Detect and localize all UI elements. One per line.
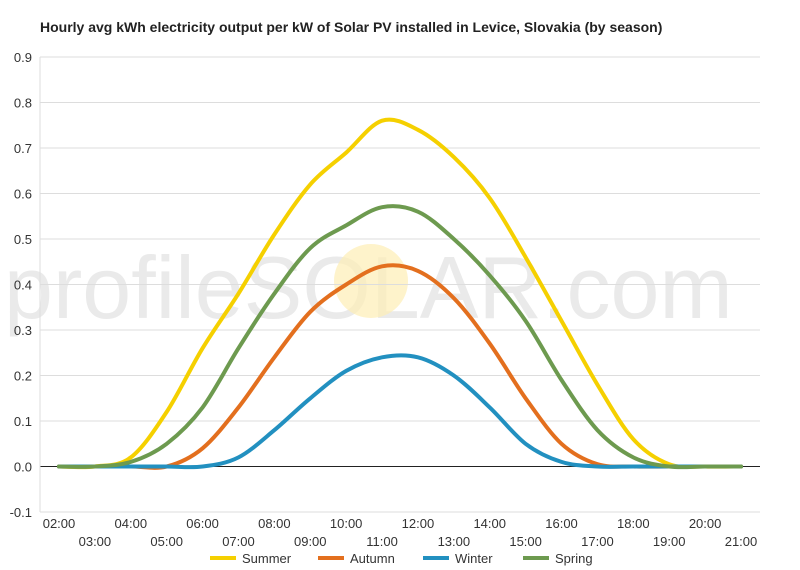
y-tick-label: 0.8 — [14, 96, 32, 111]
x-tick-label: 12:00 — [402, 516, 435, 531]
x-tick-label: 20:00 — [689, 516, 722, 531]
x-tick-label: 19:00 — [653, 534, 686, 549]
legend: Summer Autumn Winter Spring — [210, 551, 593, 566]
x-tick-label: 11:00 — [366, 534, 398, 549]
x-axis-ticks: 02:00 04:00 06:00 08:00 10:00 12:00 14:00 16:00… — [43, 516, 758, 549]
x-tick-label: 10:00 — [330, 516, 363, 531]
grid — [39, 56, 760, 513]
series-line-winter — [57, 353, 743, 470]
y-tick-label: 0.0 — [14, 460, 32, 475]
y-tick-label: 0.6 — [14, 187, 32, 202]
legend-label-autumn: Autumn — [350, 551, 395, 566]
x-tick-label: 02:00 — [43, 516, 76, 531]
y-tick-label: 0.3 — [14, 323, 32, 338]
y-tick-label: 0.2 — [14, 369, 32, 384]
y-tick-label: -0.1 — [10, 505, 32, 520]
x-tick-label: 07:00 — [222, 534, 255, 549]
x-tick-label: 14:00 — [473, 516, 506, 531]
y-tick-label: 0.4 — [14, 278, 32, 293]
series-line-summer — [57, 117, 743, 470]
x-tick-label: 09:00 — [294, 534, 327, 549]
x-tick-label: 17:00 — [581, 534, 614, 549]
legend-label-winter: Winter — [455, 551, 493, 566]
x-tick-label: 05:00 — [150, 534, 183, 549]
y-tick-label: 0.5 — [14, 232, 32, 247]
x-tick-label: 13:00 — [438, 534, 471, 549]
watermark-sun-icon — [334, 244, 408, 318]
chart-title: Hourly avg kWh electricity output per kW… — [40, 19, 663, 35]
legend-label-summer: Summer — [242, 551, 292, 566]
x-tick-label: 21:00 — [725, 534, 758, 549]
y-tick-label: 0.1 — [14, 414, 32, 429]
x-tick-label: 15:00 — [509, 534, 542, 549]
x-tick-label: 16:00 — [545, 516, 578, 531]
x-tick-label: 06:00 — [186, 516, 219, 531]
legend-label-spring: Spring — [555, 551, 593, 566]
x-tick-label: 08:00 — [258, 516, 291, 531]
x-tick-label: 04:00 — [115, 516, 148, 531]
series-lines — [57, 117, 743, 470]
x-tick-label: 18:00 — [617, 516, 650, 531]
y-axis-ticks: 0.9 0.8 0.7 0.6 0.5 0.4 0.3 0.2 0.1 0.0 -0.1 — [10, 50, 32, 520]
series-line-spring — [57, 204, 743, 470]
x-tick-label: 03:00 — [79, 534, 112, 549]
y-tick-label: 0.9 — [14, 50, 32, 65]
y-tick-label: 0.7 — [14, 141, 32, 156]
